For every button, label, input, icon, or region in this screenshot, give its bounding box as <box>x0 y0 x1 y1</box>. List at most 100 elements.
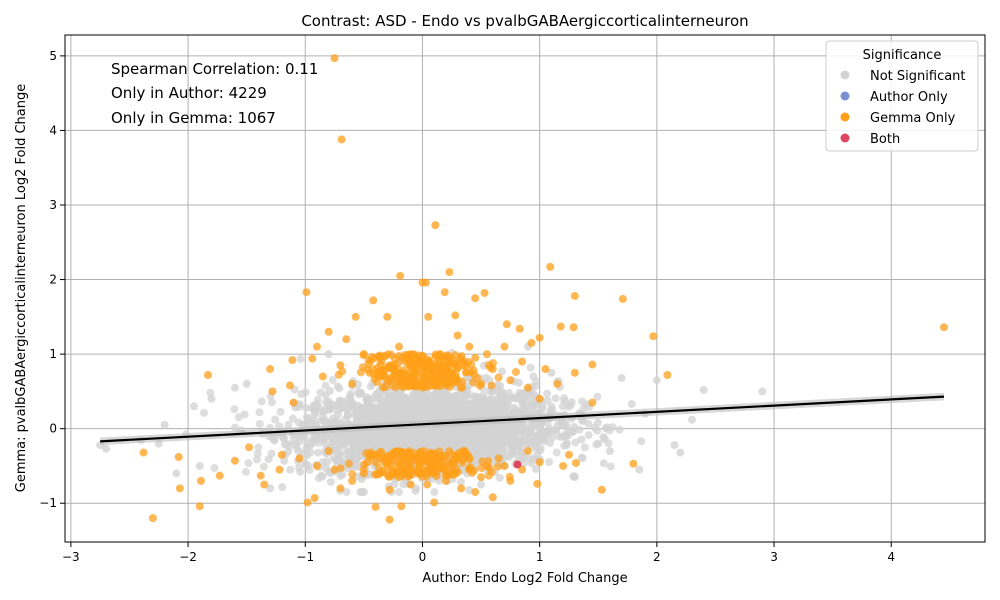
point-gemma-only-band <box>452 464 461 473</box>
point-gemma-only <box>471 294 480 303</box>
point-not-significant-cloud <box>557 432 566 441</box>
point-gemma-only-band <box>487 381 496 390</box>
point-gemma-only <box>431 221 440 230</box>
point-not-significant-cloud <box>231 423 240 432</box>
point-gemma-only <box>477 473 486 482</box>
point-gemma-only <box>663 370 672 379</box>
point-gemma-only <box>318 372 327 381</box>
point-gemma-only-band <box>484 463 493 472</box>
point-gemma-only <box>482 350 491 359</box>
point-gemma-only-band <box>443 457 452 466</box>
point-gemma-only <box>351 312 360 321</box>
plot-frame <box>64 34 986 543</box>
point-not-significant-cloud <box>355 390 364 399</box>
point-gemma-only <box>588 360 597 369</box>
point-not-significant <box>699 385 708 394</box>
point-gemma-only <box>406 480 415 489</box>
point-gemma-only-band <box>467 360 476 369</box>
point-gemma-only-band <box>477 463 486 472</box>
point-not-significant-cloud <box>230 405 239 414</box>
point-not-significant-cloud <box>234 413 243 422</box>
point-not-significant-cloud <box>351 462 360 471</box>
regression-line-group <box>100 392 945 446</box>
point-not-significant-cloud <box>552 426 561 435</box>
annotation-spearman: Spearman Correlation: 0.11 <box>111 60 318 78</box>
point-gemma-only <box>395 342 404 351</box>
point-not-significant-cloud <box>259 462 268 471</box>
point-gemma-only <box>302 288 311 297</box>
point-gemma-only-band <box>436 370 445 379</box>
point-gemma-only <box>440 288 449 297</box>
point-gemma-only-band <box>373 363 382 372</box>
x-axis-ticks: −3 −2 −1 0 1 2 3 4 <box>62 542 895 564</box>
point-gemma-only-band <box>393 359 402 368</box>
point-not-significant <box>102 444 111 453</box>
point-gemma-only-band <box>431 350 440 359</box>
point-gemma-only-band <box>375 470 384 479</box>
point-not-significant-cloud <box>344 434 353 443</box>
point-not-significant-cloud <box>276 407 285 416</box>
point-gemma-only-band <box>473 373 482 382</box>
point-not-significant-cloud <box>577 435 586 444</box>
point-not-significant-cloud <box>509 426 518 435</box>
point-not-significant-cloud <box>302 403 311 412</box>
legend-marker <box>840 91 850 101</box>
point-gemma-only <box>939 323 948 332</box>
point-gemma-only <box>308 354 317 363</box>
point-not-significant-cloud <box>346 389 355 398</box>
point-gemma-only-band <box>390 369 399 378</box>
y-axis-label: Gemma: pvalbGABAergiccorticalinterneuron… <box>14 84 29 493</box>
point-gemma-only-band <box>344 459 353 468</box>
point-gemma-only-band <box>456 383 465 392</box>
point-not-significant-cloud <box>381 402 390 411</box>
point-not-significant-cloud <box>505 389 514 398</box>
point-not-significant-cloud <box>490 442 499 451</box>
x-tick-label: −3 <box>62 550 80 564</box>
chart-title: Contrast: ASD - Endo vs pvalbGABAergicco… <box>301 12 748 30</box>
point-not-significant-cloud <box>296 354 305 363</box>
point-not-significant <box>605 447 614 456</box>
point-not-significant-cloud <box>395 391 404 400</box>
point-gemma-only <box>396 271 405 280</box>
point-not-significant-cloud <box>366 382 375 391</box>
point-not-significant-cloud <box>551 394 560 403</box>
point-not-significant-cloud <box>297 390 306 399</box>
point-not-significant-cloud <box>566 401 575 410</box>
point-gemma-only-band <box>407 451 416 460</box>
point-gemma-only-band <box>348 470 357 479</box>
point-not-significant-cloud <box>441 402 450 411</box>
point-gemma-only <box>203 370 212 379</box>
point-not-significant-cloud <box>322 464 331 473</box>
point-gemma-only-band <box>397 373 406 382</box>
point-gemma-only <box>597 485 606 494</box>
point-not-significant-cloud <box>288 414 297 423</box>
point-not-significant-cloud <box>314 448 323 457</box>
point-gemma-only <box>245 443 253 452</box>
point-not-significant-cloud <box>206 388 215 397</box>
annotation-gemma-only: Only in Gemma: 1067 <box>111 109 276 127</box>
point-not-significant-cloud <box>255 419 264 428</box>
point-not-significant-cloud <box>331 455 340 464</box>
point-gemma-only <box>502 320 511 329</box>
point-gemma-only <box>324 327 333 336</box>
point-not-significant-cloud <box>353 401 362 410</box>
point-gemma-only <box>535 394 544 403</box>
point-gemma-only <box>215 471 224 480</box>
point-gemma-only-band <box>439 464 448 473</box>
point-gemma-only <box>553 379 562 388</box>
point-not-significant-cloud <box>552 448 561 457</box>
point-not-significant <box>477 480 486 489</box>
point-not-significant-cloud <box>543 430 552 439</box>
annotation-author-only: Only in Author: 4229 <box>111 84 267 102</box>
point-gemma-only-band <box>414 381 423 390</box>
y-axis-ticks: −1 0 1 2 3 4 5 <box>39 49 65 510</box>
point-not-significant-cloud <box>255 408 264 417</box>
point-gemma-only-band <box>451 350 460 359</box>
point-gemma-only <box>535 333 544 342</box>
point-gemma-only-band <box>375 448 384 457</box>
point-gemma-only <box>342 335 351 344</box>
legend: Significance Not Significant Author Only G… <box>825 40 979 152</box>
point-gemma-only-band <box>384 364 393 373</box>
point-not-significant-cloud <box>495 409 504 418</box>
